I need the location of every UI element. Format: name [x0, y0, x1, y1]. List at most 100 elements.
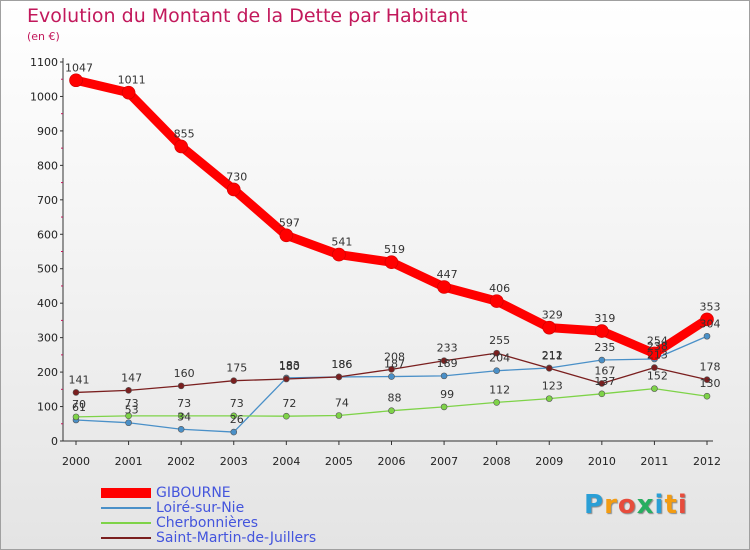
data-label-saint-martin-de-juillers: 180 — [279, 360, 300, 373]
data-point-cherbonni-res — [177, 412, 185, 420]
data-label-loir-sur-nie: 34 — [177, 410, 191, 423]
data-point-cherbonni-res — [545, 395, 553, 402]
data-label-gibourne: 254 — [647, 334, 668, 347]
data-label-cherbonni-res: 123 — [542, 380, 563, 393]
x-tick-label: 2001 — [115, 455, 143, 468]
data-label-cherbonni-res: 70 — [72, 398, 86, 411]
data-label-gibourne: 1047 — [65, 61, 93, 74]
data-label-cherbonni-res: 74 — [335, 397, 349, 410]
data-label-gibourne: 519 — [384, 243, 405, 256]
data-point-cherbonni-res — [230, 412, 238, 420]
data-label-loir-sur-nie: 304 — [700, 317, 721, 330]
data-label-loir-sur-nie: 53 — [125, 404, 139, 417]
data-point-saint-martin-de-juillers — [335, 373, 343, 381]
data-label-cherbonni-res: 73 — [125, 397, 139, 410]
data-label-loir-sur-nie: 212 — [542, 349, 563, 362]
data-point-saint-martin-de-juillers — [440, 357, 448, 365]
data-label-loir-sur-nie: 189 — [437, 357, 458, 370]
x-tick-label: 2003 — [220, 455, 248, 468]
x-tick-label: 2004 — [272, 455, 300, 468]
x-tick-label: 2007 — [430, 455, 458, 468]
legend-item: Saint-Martin-de-Juillers — [101, 529, 317, 546]
data-label-saint-martin-de-juillers: 211 — [542, 349, 563, 362]
legend-item: Cherbonnières — [101, 514, 316, 531]
data-label-gibourne: 353 — [700, 300, 721, 313]
data-label-cherbonni-res: 73 — [230, 397, 244, 410]
legend-label: Cherbonnières — [156, 514, 259, 531]
data-label-loir-sur-nie: 204 — [489, 352, 510, 365]
data-point-gibourne — [437, 280, 451, 294]
data-point-gibourne — [69, 73, 83, 88]
data-point-gibourne — [279, 228, 294, 243]
chart-title: Evolution du Montant de la Dette par Hab… — [27, 5, 468, 27]
data-label-saint-martin-de-juillers: 233 — [437, 342, 458, 355]
data-label-saint-martin-de-juillers: 175 — [226, 362, 247, 375]
data-label-loir-sur-nie: 26 — [230, 413, 244, 426]
data-point-gibourne — [595, 324, 609, 338]
legend-swatch — [101, 521, 151, 524]
data-point-loir-sur-nie — [125, 419, 132, 427]
chart-legend: GIBOURNE Loiré-sur-Nie Cherbonnières Saint-… — [101, 484, 317, 546]
logo-letter: x — [636, 490, 655, 520]
data-label-gibourne: 597 — [279, 216, 300, 229]
data-label-saint-martin-de-juillers: 208 — [384, 350, 405, 363]
data-point-cherbonni-res — [440, 403, 448, 411]
logo-letter: t — [664, 490, 678, 520]
data-label-saint-martin-de-juillers: 141 — [69, 373, 90, 386]
data-point-saint-martin-de-juillers — [283, 375, 290, 383]
data-point-loir-sur-nie — [598, 356, 606, 364]
data-point-cherbonni-res — [388, 407, 395, 414]
x-tick-label: 2005 — [325, 455, 353, 468]
x-tick-label: 2006 — [378, 455, 406, 468]
y-tick-label: 500 — [37, 263, 58, 276]
data-point-cherbonni-res — [125, 412, 132, 420]
data-point-cherbonni-res — [598, 390, 606, 398]
data-point-loir-sur-nie — [177, 425, 185, 433]
data-label-saint-martin-de-juillers: 167 — [594, 364, 615, 377]
y-tick-label: 700 — [37, 194, 58, 207]
data-point-saint-martin-de-juillers — [177, 382, 185, 390]
legend-label: Saint-Martin-de-Juillers — [156, 529, 317, 546]
data-label-saint-martin-de-juillers: 186 — [331, 358, 352, 371]
data-point-gibourne — [384, 255, 399, 269]
logo-letter: i — [654, 490, 665, 520]
data-label-gibourne: 730 — [226, 170, 247, 183]
data-point-gibourne — [647, 346, 662, 361]
y-tick-label: 300 — [37, 332, 58, 345]
proxiti-logo: Proxiti — [584, 490, 688, 520]
data-point-saint-martin-de-juillers — [388, 366, 395, 373]
data-label-gibourne: 406 — [489, 282, 510, 295]
data-label-cherbonni-res: 112 — [489, 383, 510, 396]
data-label-saint-martin-de-juillers: 213 — [647, 349, 668, 362]
data-label-saint-martin-de-juillers: 178 — [700, 361, 721, 374]
data-point-saint-martin-de-juillers — [230, 377, 238, 385]
legend-item: GIBOURNE — [101, 484, 316, 501]
data-label-saint-martin-de-juillers: 147 — [121, 371, 142, 384]
data-point-loir-sur-nie — [493, 367, 500, 375]
data-label-cherbonni-res: 130 — [700, 377, 721, 390]
x-tick-label: 2011 — [640, 455, 668, 468]
y-tick-label: 0 — [51, 435, 58, 448]
y-tick-label: 100 — [37, 401, 58, 414]
chart-subtitle: (en €) — [27, 30, 60, 43]
data-point-saint-martin-de-juillers — [493, 349, 500, 357]
data-point-saint-martin-de-juillers — [651, 364, 658, 371]
data-point-cherbonni-res — [651, 385, 658, 392]
legend-swatch — [101, 487, 151, 498]
legend-swatch — [101, 536, 151, 539]
data-label-saint-martin-de-juillers: 255 — [489, 334, 510, 347]
y-tick-label: 800 — [37, 159, 58, 172]
logo-letter: o — [617, 490, 637, 520]
data-label-cherbonni-res: 88 — [388, 392, 402, 405]
data-point-saint-martin-de-juillers — [125, 387, 132, 394]
data-point-gibourne — [121, 85, 136, 100]
data-label-loir-sur-nie: 235 — [594, 341, 615, 354]
data-point-cherbonni-res — [493, 399, 500, 406]
data-point-gibourne — [332, 247, 346, 262]
legend-label: GIBOURNE — [156, 484, 231, 501]
data-label-loir-sur-nie: 238 — [647, 340, 668, 353]
x-tick-label: 2002 — [167, 455, 195, 468]
x-tick-label: 2010 — [588, 455, 616, 468]
logo-letter: P — [584, 490, 605, 520]
